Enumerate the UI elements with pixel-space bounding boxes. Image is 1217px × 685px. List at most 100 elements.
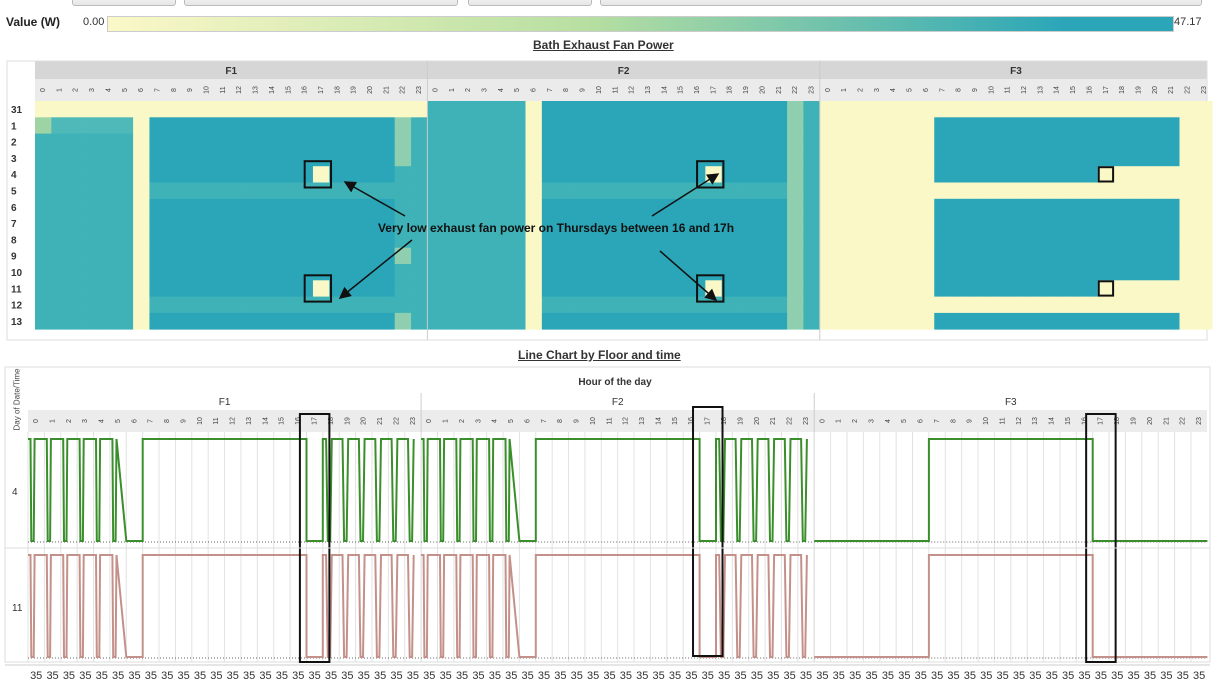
heatmap-cell [149, 280, 167, 297]
footer-value: 35 [636, 670, 648, 682]
heatmap-cell [84, 149, 101, 167]
heatmap-cell [836, 166, 853, 183]
heatmap-cell [149, 198, 167, 216]
heatmap-cell [787, 264, 804, 281]
heatmap-cell [656, 215, 674, 232]
heatmap-cell [509, 133, 526, 151]
heatmap-cell [721, 182, 739, 200]
highlight-box [696, 274, 725, 303]
heatmap-cell [803, 149, 821, 167]
heatmap-cell [803, 215, 821, 232]
heatmap-cell [263, 312, 281, 330]
heatmap-cell [362, 198, 379, 216]
linechart-hour-label: 16 [688, 417, 695, 425]
heatmap-cell [476, 215, 494, 232]
toolbar-button-2[interactable] [184, 0, 458, 6]
heatmap-cell [247, 149, 265, 167]
footer-value: 35 [718, 670, 730, 682]
heatmap-cell [754, 166, 772, 183]
heatmap-cell [738, 296, 755, 314]
linechart-hour-label: 16 [295, 417, 302, 425]
heatmap-cell [427, 198, 445, 216]
heatmap-cell [149, 101, 167, 118]
heatmap-cell [901, 231, 919, 249]
heatmap-cell [133, 231, 150, 249]
toolbar-button-3[interactable] [468, 0, 592, 6]
heatmap-cell [1048, 247, 1066, 265]
heatmap-cell [705, 312, 723, 330]
heatmap-cell [1163, 312, 1180, 330]
heatmap-cell [329, 296, 347, 314]
heatmap-cell [574, 296, 592, 314]
heatmap-cell [1097, 312, 1115, 330]
heatmap-cell [934, 296, 951, 314]
heatmap-cell [1016, 117, 1033, 134]
heatmap-cell [803, 312, 821, 330]
linechart-hour-label: 2 [852, 419, 859, 423]
heatmap-cell [296, 101, 314, 118]
heatmap-cell [165, 280, 183, 297]
heatmap-cell [247, 312, 265, 330]
heatmap-cell [427, 215, 445, 232]
heatmap-cell [885, 231, 902, 249]
heatmap-cell [1114, 198, 1131, 216]
heatmap-cell [329, 312, 347, 330]
heatmap-cell [1097, 101, 1115, 118]
heatmap-cell [231, 264, 248, 281]
linechart-hour-label: 5 [115, 419, 122, 423]
heatmap-cell [999, 166, 1017, 183]
heatmap-cell [476, 231, 494, 249]
heatmap-cell [1163, 247, 1180, 265]
toolbar-button-1[interactable] [72, 0, 176, 6]
heatmap-cell [983, 231, 1001, 249]
heatmap-hour-label: 4 [105, 88, 112, 92]
heatmap-cell [950, 101, 968, 118]
heatmap-cell [689, 117, 706, 134]
heatmap-cell [345, 166, 363, 183]
heatmap-cell [247, 247, 265, 265]
heatmap-cell [917, 280, 935, 297]
linechart-hour-label: 9 [967, 419, 974, 423]
heatmap-cell [182, 312, 199, 330]
heatmap-cell [378, 117, 396, 134]
heatmap-cell [165, 312, 183, 330]
linechart-hour-label: 18 [1114, 417, 1121, 425]
heatmap-cell [149, 231, 167, 249]
footer-value: 35 [685, 670, 697, 682]
heatmap-hour-label: 17 [318, 86, 325, 94]
heatmap-cell [149, 149, 167, 167]
heatmap-cell [1016, 133, 1033, 151]
heatmap-cell [1163, 101, 1180, 118]
heatmap-cell [198, 101, 216, 118]
linechart-hour-label: 5 [508, 419, 515, 423]
heatmap-cell [672, 247, 690, 265]
heatmap-cell [1032, 166, 1050, 183]
heatmap-cell [1048, 264, 1066, 281]
heatmap-cell [460, 149, 477, 167]
heatmap-cell [345, 101, 363, 118]
footer-value: 35 [669, 670, 681, 682]
toolbar-button-4[interactable] [600, 0, 1202, 6]
heatmap-cell [721, 101, 739, 118]
heatmap-cell [950, 296, 968, 314]
heatmap-cell [100, 247, 118, 265]
footer-value: 35 [653, 670, 665, 682]
heatmap-cell [721, 198, 739, 216]
heatmap-cell [1081, 280, 1099, 297]
heatmap-cell [394, 182, 412, 200]
heatmap-cell [1179, 198, 1197, 216]
heatmap-cell [721, 264, 739, 281]
heatmap-cell [1195, 166, 1213, 183]
heatmap-cell [541, 264, 559, 281]
heatmap-cell [149, 296, 167, 314]
linechart-hour-label: 23 [803, 417, 810, 425]
heatmap-cell [885, 312, 902, 330]
heatmap-cell [362, 296, 379, 314]
heatmap-cell [607, 166, 624, 183]
heatmap-cell [427, 117, 445, 134]
heatmap-cell [574, 117, 592, 134]
heatmap-cell [836, 264, 853, 281]
heatmap-cell [1048, 133, 1066, 151]
heatmap-cell [394, 166, 412, 183]
heatmap-cell [901, 247, 919, 265]
